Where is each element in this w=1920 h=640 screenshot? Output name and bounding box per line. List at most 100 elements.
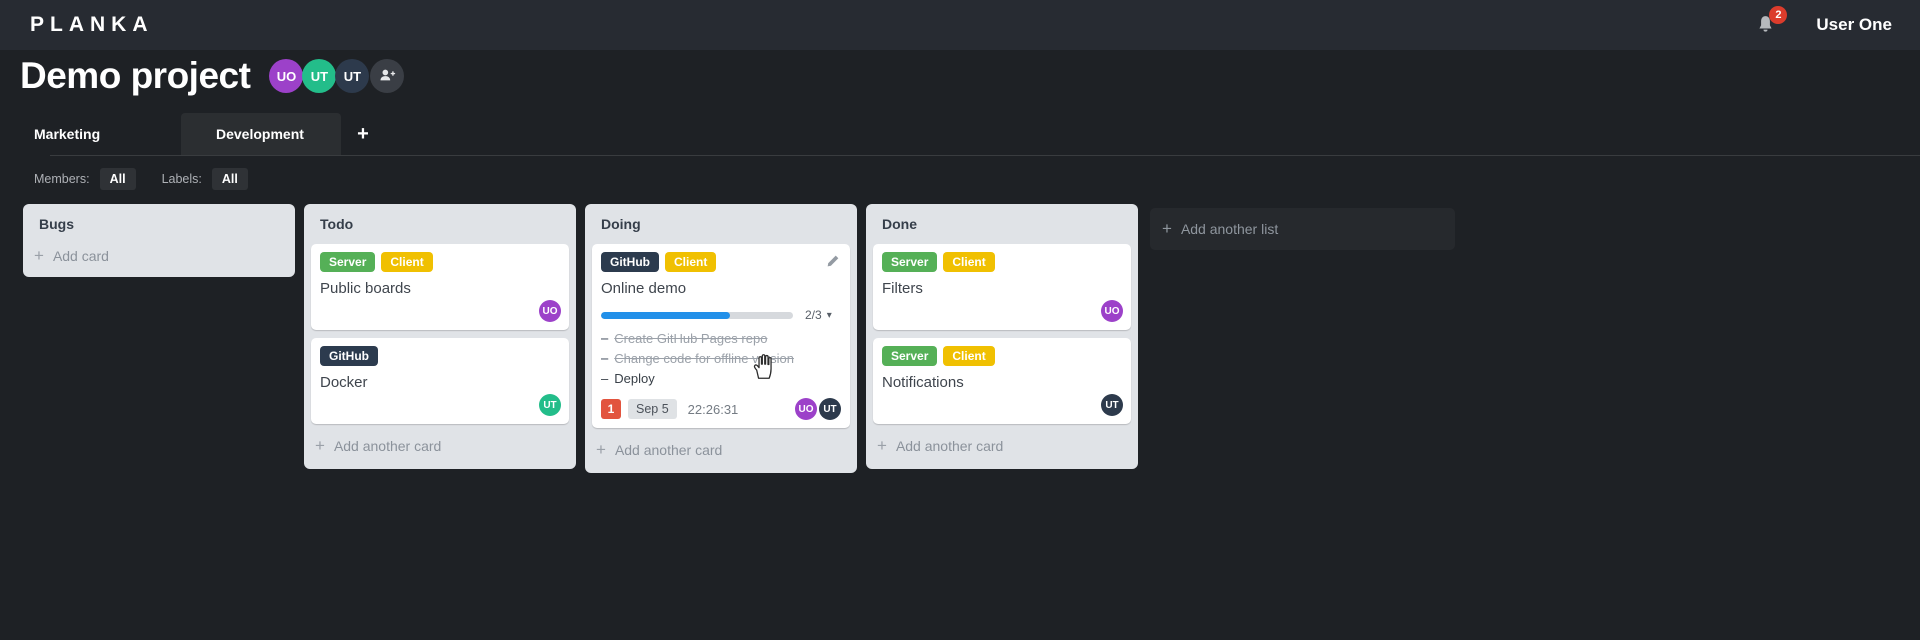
labels-filter-value[interactable]: All: [211, 168, 248, 190]
card-labels: Server Client: [320, 252, 560, 272]
notifications-count-badge[interactable]: 1: [601, 399, 621, 419]
progress-bar: [601, 311, 793, 319]
task-text: Change code for offline version: [614, 351, 794, 366]
card-member-avatar[interactable]: UT: [819, 398, 841, 420]
task-item[interactable]: – Deploy: [601, 369, 841, 389]
tabs-divider: [50, 155, 1920, 156]
app-logo[interactable]: PLANKA: [30, 13, 154, 36]
member-avatar[interactable]: UO: [269, 59, 304, 93]
label-client[interactable]: Client: [943, 346, 995, 366]
label-github[interactable]: GitHub: [320, 346, 378, 366]
card-member-avatars: UO UT: [795, 398, 841, 420]
timer-value[interactable]: 22:26:31: [687, 401, 739, 417]
add-another-card-button[interactable]: + Add another card: [592, 428, 850, 466]
add-board-button[interactable]: +: [357, 122, 369, 145]
task-bullet: –: [601, 351, 609, 366]
card-notifications[interactable]: Server Client Notifications UT: [873, 338, 1131, 424]
top-bar: PLANKA 2 User One: [0, 0, 1920, 50]
card-online-demo[interactable]: GitHub Client Online demo 2/3 ▾: [592, 244, 850, 428]
member-avatar[interactable]: UT: [302, 59, 337, 93]
add-another-card-button[interactable]: + Add another card: [311, 424, 569, 462]
task-item[interactable]: – Create GitHub Pages repo: [601, 329, 841, 349]
list-title[interactable]: Bugs: [39, 216, 74, 232]
card-labels: Server Client: [882, 346, 1122, 366]
card-member-avatar[interactable]: UT: [1101, 394, 1123, 416]
project-members: UO UT UT: [269, 59, 405, 93]
list-bugs: Bugs + Add card: [23, 204, 295, 277]
list-todo: Todo Server Client Public boards UO GitH…: [304, 204, 576, 469]
task-text: Create GitHub Pages repo: [614, 331, 768, 346]
task-list: – Create GitHub Pages repo – Change code f…: [601, 329, 841, 389]
user-menu[interactable]: User One: [1816, 15, 1892, 34]
board: Bugs + Add card Todo Server Client Publi…: [23, 204, 1455, 473]
tab-development[interactable]: Development: [181, 113, 341, 155]
plus-icon: +: [315, 436, 325, 455]
members-filter-label: Members:: [34, 172, 90, 186]
project-header: Demo project UO UT UT: [20, 55, 405, 97]
card-title: Filters: [882, 280, 923, 297]
member-avatar[interactable]: UT: [335, 59, 370, 93]
card-filters[interactable]: Server Client Filters UO: [873, 244, 1131, 330]
list-done: Done Server Client Filters UO Server Cli…: [866, 204, 1138, 469]
card-member-avatar[interactable]: UO: [539, 300, 561, 322]
add-card-label: Add another card: [333, 438, 442, 454]
card-member-avatar[interactable]: UO: [1101, 300, 1123, 322]
plus-icon: +: [877, 436, 887, 455]
add-card-button[interactable]: + Add card: [30, 236, 288, 270]
chevron-down-icon[interactable]: ▾: [826, 309, 832, 321]
label-server[interactable]: Server: [320, 252, 376, 272]
card-labels: GitHub Client: [601, 252, 841, 272]
members-filter-value[interactable]: All: [99, 168, 136, 190]
tab-marketing[interactable]: Marketing: [34, 126, 101, 142]
card-title: Online demo: [601, 280, 687, 297]
filter-bar: Members: All Labels: All: [34, 166, 264, 192]
label-github[interactable]: GitHub: [601, 252, 659, 272]
edit-card-icon[interactable]: [826, 254, 840, 273]
card-public-boards[interactable]: Server Client Public boards UO: [311, 244, 569, 330]
list-title[interactable]: Done: [882, 216, 917, 232]
plus-icon: +: [1162, 219, 1172, 238]
plus-icon: +: [34, 246, 44, 265]
card-member-avatar[interactable]: UT: [539, 394, 561, 416]
add-list-label: Add another list: [1180, 221, 1279, 237]
progress-value: 2/3: [805, 308, 822, 322]
board-tabs: Marketing Development +: [21, 113, 385, 155]
card-title: Docker: [320, 374, 368, 391]
add-another-card-button[interactable]: + Add another card: [873, 424, 1131, 462]
card-meta: 1 Sep 5 22:26:31 UO UT: [601, 398, 841, 420]
person-add-icon: [377, 65, 397, 88]
notifications-button[interactable]: 2: [1754, 6, 1788, 37]
label-client[interactable]: Client: [665, 252, 717, 272]
bell-icon: [1754, 16, 1777, 41]
card-labels: GitHub: [320, 346, 560, 366]
task-text: Deploy: [614, 371, 655, 386]
card-member-avatar[interactable]: UO: [795, 398, 817, 420]
add-card-label: Add another card: [614, 442, 723, 458]
list-title[interactable]: Todo: [320, 216, 354, 232]
notification-badge: 2: [1769, 6, 1788, 24]
label-server[interactable]: Server: [882, 252, 938, 272]
labels-filter-label: Labels:: [161, 172, 202, 186]
due-date-badge[interactable]: Sep 5: [628, 399, 677, 419]
progress-fill: [601, 311, 730, 319]
card-labels: Server Client: [882, 252, 1122, 272]
top-bar-right: 2 User One: [1754, 6, 1892, 37]
plus-icon: +: [596, 440, 606, 459]
card-title: Public boards: [320, 280, 411, 297]
label-client[interactable]: Client: [381, 252, 433, 272]
add-card-label: Add another card: [895, 438, 1004, 454]
add-member-button[interactable]: [370, 59, 405, 93]
list-doing: Doing GitHub Client Online demo 2/3: [585, 204, 857, 473]
task-progress: 2/3 ▾: [601, 308, 841, 322]
card-docker[interactable]: GitHub Docker UT: [311, 338, 569, 424]
task-item[interactable]: – Change code for offline version: [601, 349, 841, 369]
card-title: Notifications: [882, 374, 964, 391]
label-client[interactable]: Client: [943, 252, 995, 272]
add-list-button[interactable]: + Add another list: [1150, 208, 1455, 250]
task-bullet: –: [601, 331, 609, 346]
project-title[interactable]: Demo project: [20, 55, 251, 96]
label-server[interactable]: Server: [882, 346, 938, 366]
task-bullet: –: [601, 371, 609, 386]
list-title[interactable]: Doing: [601, 216, 641, 232]
